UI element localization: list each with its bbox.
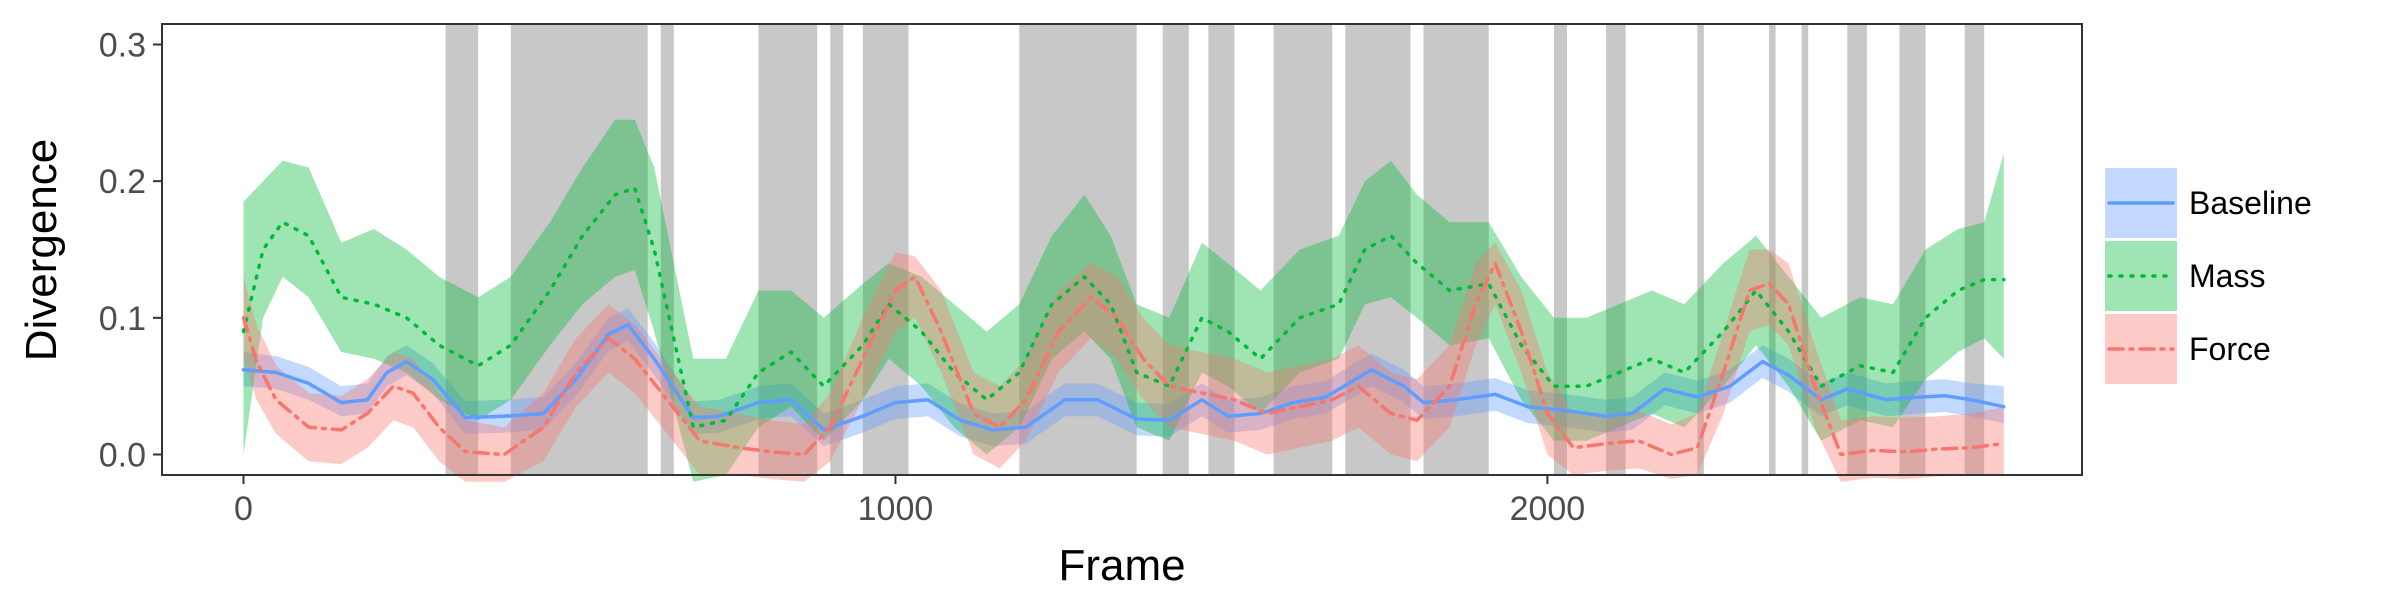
y-tick-label-0.3: 0.3 (99, 27, 146, 65)
shaded-region-15 (1769, 24, 1776, 475)
legend-label-baseline: Baseline (2189, 185, 2312, 221)
x-axis-title: Frame (1058, 541, 1185, 590)
plot-panel-border (161, 23, 2083, 476)
legend-label-mass: Mass (2189, 258, 2265, 294)
shaded-region-4 (830, 24, 844, 475)
shaded-region-7 (1162, 24, 1189, 475)
y-axis-title: Divergence (17, 139, 66, 362)
shaded-region-8 (1208, 24, 1235, 475)
shaded-region-2 (660, 24, 674, 475)
legend: Baseline Mass Force (2105, 168, 2312, 384)
axes: 0 1000 2000 0.0 0.1 0.2 0.3 (99, 27, 1585, 529)
x-tick-label-0: 0 (234, 490, 253, 528)
x-tick-label-2000: 2000 (1510, 490, 1586, 528)
legend-label-force: Force (2189, 331, 2271, 367)
y-tick-label-0.2: 0.2 (99, 163, 146, 201)
y-tick-label-0.1: 0.1 (99, 300, 146, 338)
shaded-region-16 (1801, 24, 1809, 475)
shaded-region-14 (1697, 24, 1704, 475)
shaded-region-5 (862, 24, 909, 475)
shaded-region-13 (1606, 24, 1626, 475)
force-line (241, 261, 2006, 457)
x-tick-label-1000: 1000 (858, 490, 934, 528)
series-lines (241, 186, 2006, 457)
shaded-region-19 (1964, 24, 1985, 475)
y-tick-label-0: 0.0 (99, 437, 146, 475)
shaded-region-1 (510, 24, 648, 475)
mass-ribbon (243, 119, 2004, 482)
shaded-regions (445, 24, 1985, 475)
shaded-region-10 (1345, 24, 1411, 475)
shaded-region-12 (1553, 24, 1567, 475)
baseline-line (241, 322, 2006, 432)
shaded-region-17 (1847, 24, 1867, 475)
mass-line (241, 186, 2006, 429)
